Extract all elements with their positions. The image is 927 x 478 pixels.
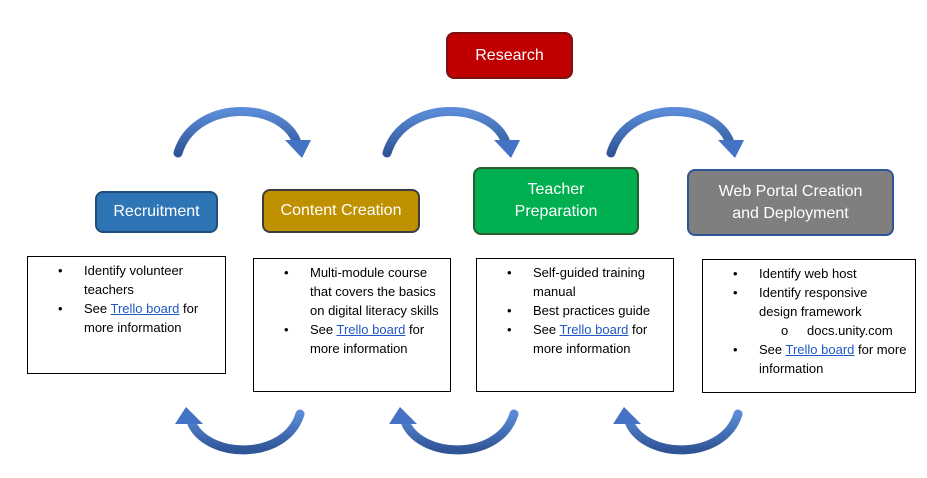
- teacher-preparation-label-line-2: Preparation: [514, 203, 598, 220]
- web-portal-label-line-2: and Deployment: [732, 204, 849, 222]
- list-item: • See Trello board for more information: [507, 322, 648, 356]
- trello-board-link[interactable]: Trello board: [110, 301, 180, 316]
- list-item: • Identify responsive design framework: [733, 285, 868, 319]
- web-portal-node: Web Portal Creation and Deployment: [687, 169, 894, 236]
- list-item: • See Trello board for more information: [58, 301, 199, 335]
- bullet-icon: •: [284, 322, 289, 337]
- arrow-top-2: [382, 107, 520, 158]
- trello-board-link[interactable]: Trello board: [559, 322, 629, 337]
- content-creation-details-box: • Multi-module course that covers the ba…: [253, 258, 451, 392]
- list-item: • Best practices guide: [507, 303, 651, 318]
- bullet-icon: •: [507, 265, 512, 280]
- recruitment-node: Recruitment: [95, 191, 218, 233]
- arrow-bottom-3: [613, 407, 743, 455]
- teacher-preparation-details-box: • Self-guided training manual • Best pra…: [476, 258, 674, 392]
- arrow-bottom-1: [175, 407, 305, 455]
- teacher-preparation-details-list: • Self-guided training manual • Best pra…: [485, 263, 665, 358]
- trello-board-link[interactable]: Trello board: [336, 322, 406, 337]
- arrow-top-1: [173, 107, 311, 158]
- research-node: Research: [446, 32, 573, 79]
- list-item: • Identify volunteer teachers: [58, 263, 184, 297]
- bullet-icon: •: [733, 266, 738, 281]
- sub-list-item: o docs.unity.com: [781, 323, 893, 338]
- bullet-icon: •: [733, 285, 738, 300]
- bullet-icon: •: [507, 322, 512, 337]
- bullet-icon: •: [58, 301, 63, 316]
- list-item: • Multi-module course that covers the ba…: [284, 265, 439, 318]
- content-creation-details-list: • Multi-module course that covers the ba…: [262, 263, 442, 358]
- arrow-top-3: [606, 107, 744, 158]
- list-item: • See Trello board for more information: [733, 342, 907, 376]
- list-item: • Self-guided training manual: [507, 265, 646, 299]
- teacher-preparation-label-line-1: Teacher: [527, 181, 585, 198]
- teacher-preparation-node: Teacher Preparation: [473, 167, 639, 235]
- list-item: • Identify web host: [733, 266, 857, 281]
- content-creation-label: Content Creation: [280, 202, 402, 219]
- list-item: • See Trello board for more information: [284, 322, 425, 356]
- bullet-icon: •: [58, 263, 63, 278]
- bullet-icon: •: [284, 265, 289, 280]
- bullet-icon: •: [507, 303, 512, 318]
- content-creation-node: Content Creation: [262, 189, 420, 233]
- trello-board-link[interactable]: Trello board: [785, 342, 855, 357]
- sub-bullet-icon: o: [781, 323, 789, 338]
- web-portal-label-line-1: Web Portal Creation: [718, 182, 863, 200]
- bullet-icon: •: [733, 342, 738, 357]
- recruitment-details-box: • Identify volunteer teachers • See Trel…: [27, 256, 226, 374]
- recruitment-details-list: • Identify volunteer teachers • See Trel…: [36, 261, 217, 337]
- web-portal-details-box: • Identify web host • Identify responsiv…: [702, 259, 916, 393]
- recruitment-label: Recruitment: [113, 203, 200, 220]
- research-label: Research: [475, 46, 544, 64]
- arrow-bottom-2: [389, 407, 519, 455]
- web-portal-details-list: • Identify web host • Identify responsiv…: [711, 264, 907, 378]
